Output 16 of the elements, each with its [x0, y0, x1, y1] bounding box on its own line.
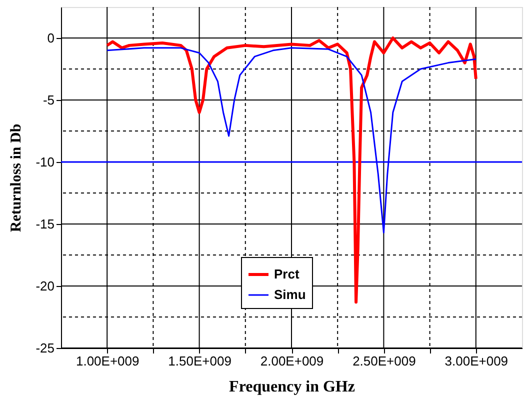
y-tick-label: -10	[36, 154, 54, 170]
legend-label: Prct	[274, 266, 300, 282]
x-tick-label: 2.50E+009	[352, 354, 416, 368]
y-tick-label: -15	[36, 216, 54, 232]
x-tick-label: 1.00E+009	[76, 354, 140, 368]
legend-label: Simu	[274, 287, 306, 302]
x-tick-label: 2.00E+009	[260, 354, 324, 368]
x-tick-label: 3.00E+009	[444, 354, 508, 368]
x-tick-label: 1.50E+009	[168, 354, 232, 368]
line-series	[106, 36, 478, 304]
x-axis-title: Frequency in GHz	[229, 378, 355, 396]
y-tick-label: -5	[42, 92, 54, 108]
y-axis-title: Returnloss in Db	[8, 124, 25, 232]
y-tick-label: -20	[36, 278, 54, 294]
y-tick-label: 0	[47, 30, 54, 46]
y-tick-label: -25	[36, 340, 54, 356]
